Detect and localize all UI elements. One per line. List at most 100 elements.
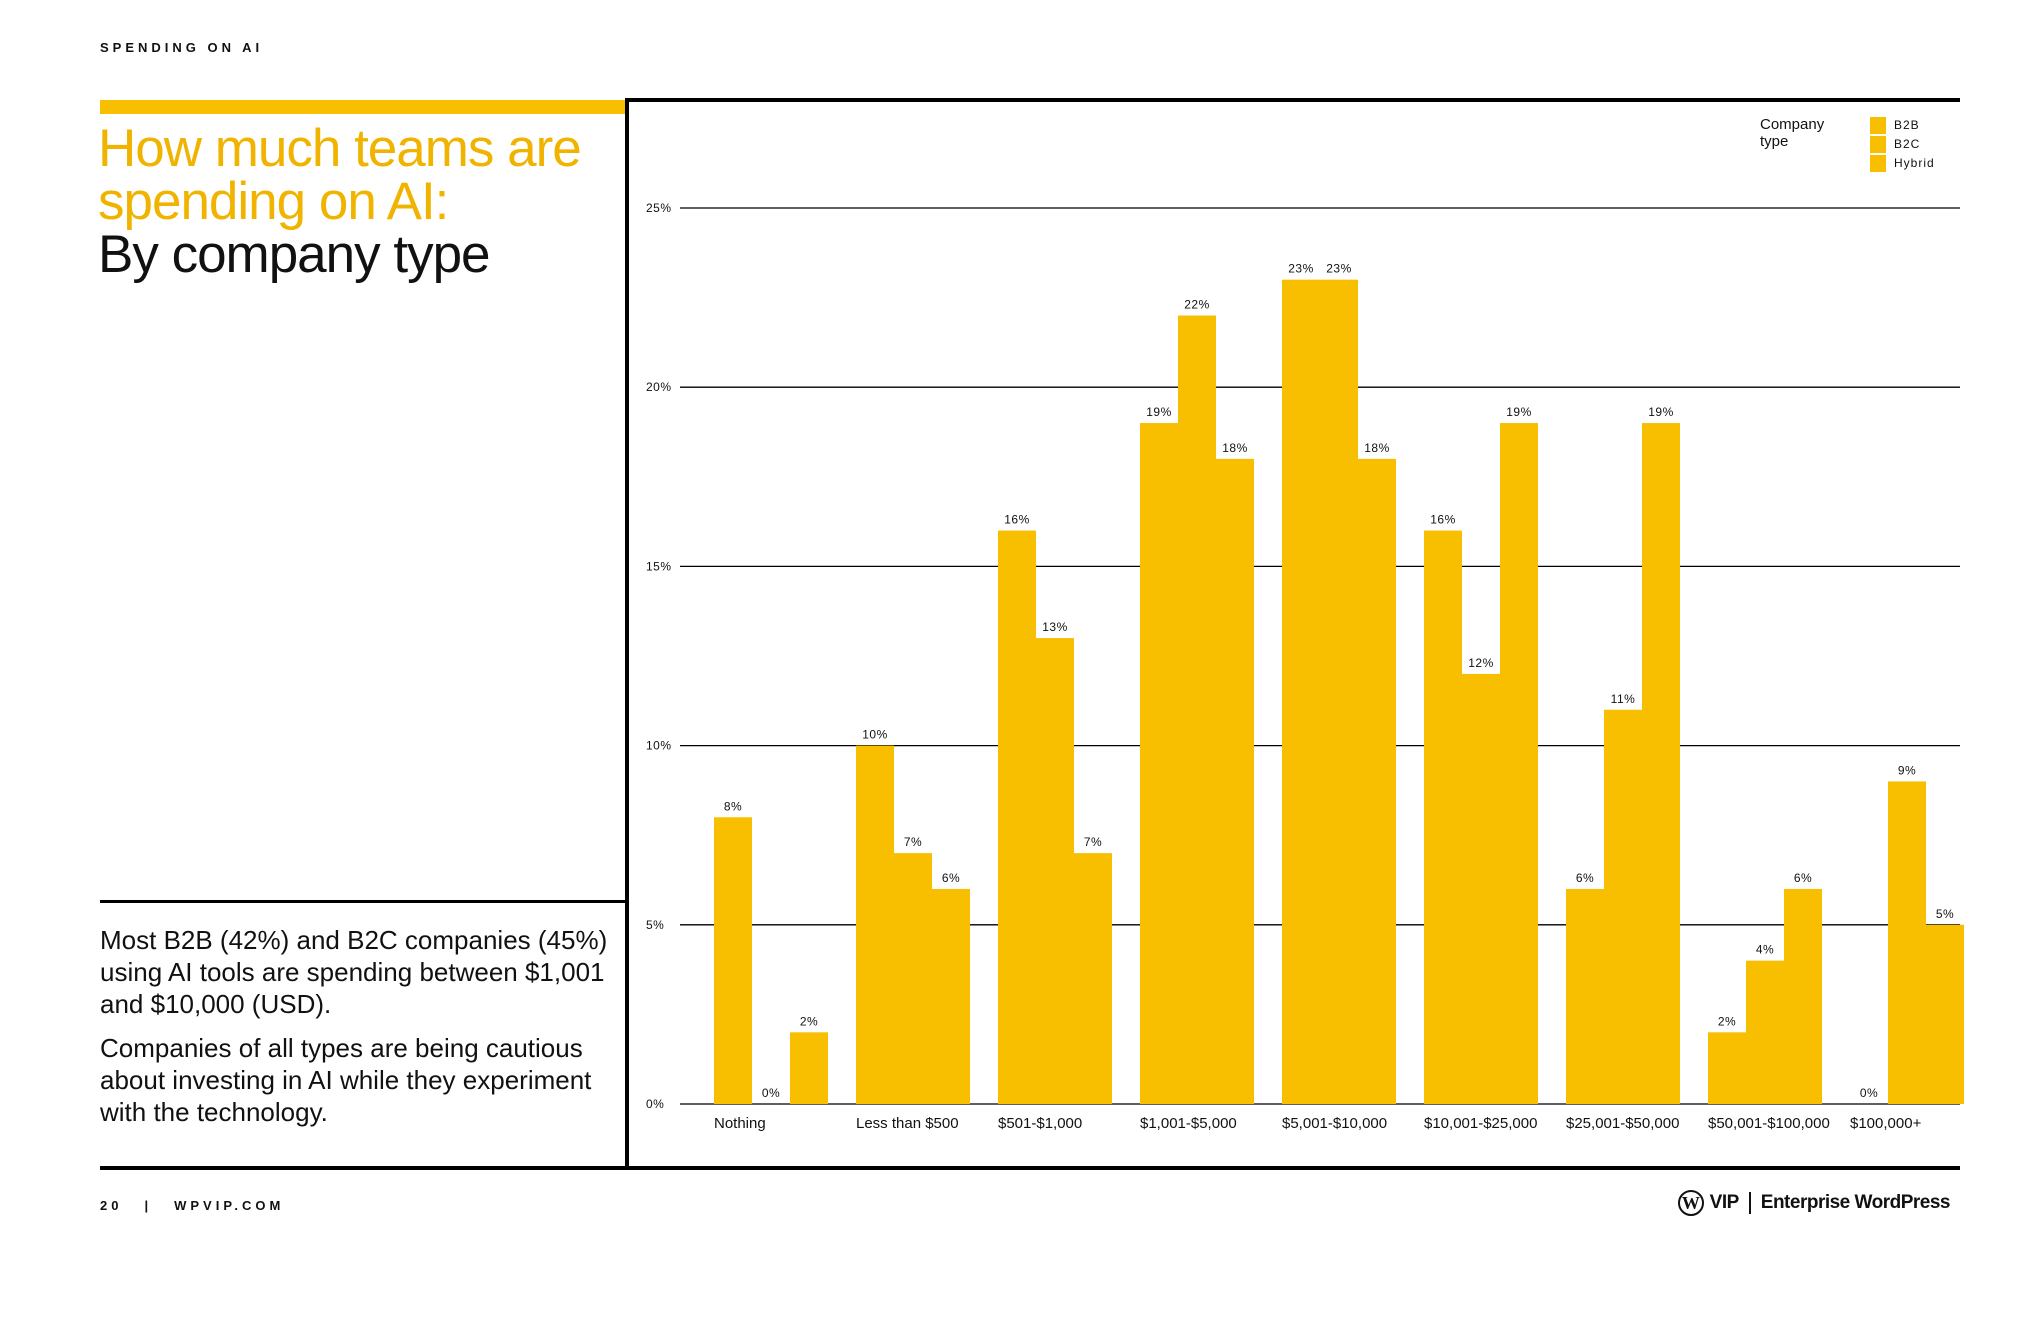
column-divider (625, 98, 629, 1170)
brand-divider (1748, 1192, 1751, 1214)
data-label: 22% (1184, 298, 1210, 312)
title-highlight: How much teams are spending on AI: (98, 119, 582, 231)
data-label: 11% (1611, 692, 1636, 706)
x-tick-label: $1,001-$5,000 (1140, 1115, 1237, 1132)
bar-b2c (894, 853, 932, 1104)
data-label: 19% (1506, 405, 1532, 419)
y-tick-label: 15% (646, 559, 672, 573)
bottom-rule (100, 1166, 1960, 1170)
legend-label: Hybrid (1894, 156, 1935, 170)
legend-item-hybrid: Hybrid (1870, 154, 1935, 172)
data-label: 9% (1898, 763, 1916, 777)
y-tick-label: 20% (646, 380, 672, 394)
site-link[interactable]: WPVIP.COM (174, 1198, 285, 1213)
section-kicker: SPENDING ON AI (100, 40, 264, 55)
description-rule (100, 900, 626, 903)
title-accent-bar (100, 100, 626, 114)
bar-b2b (998, 530, 1036, 1104)
x-tick-label: Nothing (714, 1115, 766, 1132)
y-tick-label: 5% (646, 918, 664, 932)
top-rule (628, 98, 1960, 102)
bar-b2c (1888, 781, 1926, 1104)
data-label: 12% (1468, 656, 1494, 670)
bar-b2c (1178, 315, 1216, 1104)
legend-swatch (1870, 154, 1886, 172)
bar-hybrid (1642, 423, 1680, 1104)
wordpress-icon: W (1677, 1190, 1704, 1216)
bar-b2b (856, 745, 894, 1104)
legend-label: B2C (1894, 137, 1921, 151)
description: Most B2B (42%) and B2C companies (45%) u… (100, 924, 610, 1140)
bar-b2b (1424, 530, 1462, 1104)
bar-b2b (1282, 279, 1320, 1104)
brand-vip: VIP (1709, 1192, 1740, 1213)
bar-b2c (1036, 638, 1074, 1104)
chart-legend: Company type B2B B2C Hybrid (1760, 116, 1935, 172)
bar-b2c (1320, 279, 1358, 1104)
bar-hybrid (1074, 853, 1112, 1104)
data-label: 7% (904, 835, 922, 849)
y-tick-label: 0% (646, 1097, 664, 1111)
y-tick-label: 10% (646, 739, 672, 753)
bar-hybrid (1216, 458, 1254, 1104)
data-label: 18% (1222, 441, 1248, 455)
page-number: 20 (100, 1198, 123, 1213)
legend-swatch (1870, 116, 1886, 134)
brand-logo: W VIP Enterprise WordPress (1677, 1190, 1951, 1216)
legend-label: B2B (1894, 118, 1920, 132)
data-label: 16% (1004, 513, 1030, 527)
data-label: 23% (1288, 262, 1314, 276)
description-paragraph-1: Most B2B (42%) and B2C companies (45%) u… (100, 925, 608, 1019)
legend-title: Company type (1760, 116, 1825, 150)
data-label: 18% (1364, 441, 1390, 455)
bar-b2b (1140, 423, 1178, 1104)
data-label: 23% (1326, 262, 1352, 276)
footer: 20 | WPVIP.COM (100, 1198, 284, 1213)
data-label: 10% (862, 728, 888, 742)
data-label: 13% (1042, 620, 1068, 634)
footer-separator: | (144, 1198, 153, 1213)
legend-swatch (1870, 135, 1886, 153)
data-label: 6% (1576, 871, 1594, 885)
data-label: 4% (1756, 943, 1774, 957)
x-tick-label: $25,001-$50,000 (1566, 1115, 1679, 1132)
bar-b2b (1566, 888, 1604, 1104)
legend-item-b2c: B2C (1870, 135, 1935, 153)
data-label: 0% (1860, 1086, 1878, 1100)
description-paragraph-2: Companies of all types are being cautiou… (100, 1033, 592, 1127)
data-label: 7% (1084, 835, 1102, 849)
bar-b2c (1462, 673, 1500, 1104)
x-tick-label: Less than $500 (856, 1115, 959, 1132)
brand-name: Enterprise WordPress (1760, 1192, 1951, 1213)
bar-hybrid (1784, 888, 1822, 1104)
bar-hybrid (1926, 924, 1964, 1104)
x-tick-label: $5,001-$10,000 (1282, 1115, 1387, 1132)
bar-b2c (1604, 709, 1642, 1104)
legend-item-b2b: B2B (1870, 116, 1935, 134)
data-label: 16% (1430, 513, 1456, 527)
data-label: 5% (1936, 907, 1954, 921)
bar-b2c (1746, 960, 1784, 1104)
data-label: 6% (942, 871, 960, 885)
data-label: 2% (800, 1014, 818, 1028)
bar-b2b (1708, 1032, 1746, 1104)
bar-hybrid (790, 1032, 828, 1104)
page-title: How much teams are spending on AI: By co… (98, 122, 618, 281)
data-label: 8% (724, 799, 742, 813)
x-tick-label: $10,001-$25,000 (1424, 1115, 1537, 1132)
x-tick-label: $501-$1,000 (998, 1115, 1082, 1132)
data-label: 19% (1146, 405, 1172, 419)
bar-hybrid (1358, 458, 1396, 1104)
data-label: 0% (762, 1086, 780, 1100)
x-tick-label: $50,001-$100,000 (1708, 1115, 1830, 1132)
data-label: 2% (1718, 1014, 1736, 1028)
bar-hybrid (1500, 423, 1538, 1104)
bar-hybrid (932, 888, 970, 1104)
data-label: 19% (1648, 405, 1674, 419)
y-tick-label: 25% (646, 201, 672, 215)
legend-items: B2B B2C Hybrid (1870, 116, 1935, 172)
x-tick-label: $100,000+ (1850, 1115, 1922, 1132)
title-subtitle: By company type (98, 225, 491, 284)
bar-b2b (714, 817, 752, 1104)
